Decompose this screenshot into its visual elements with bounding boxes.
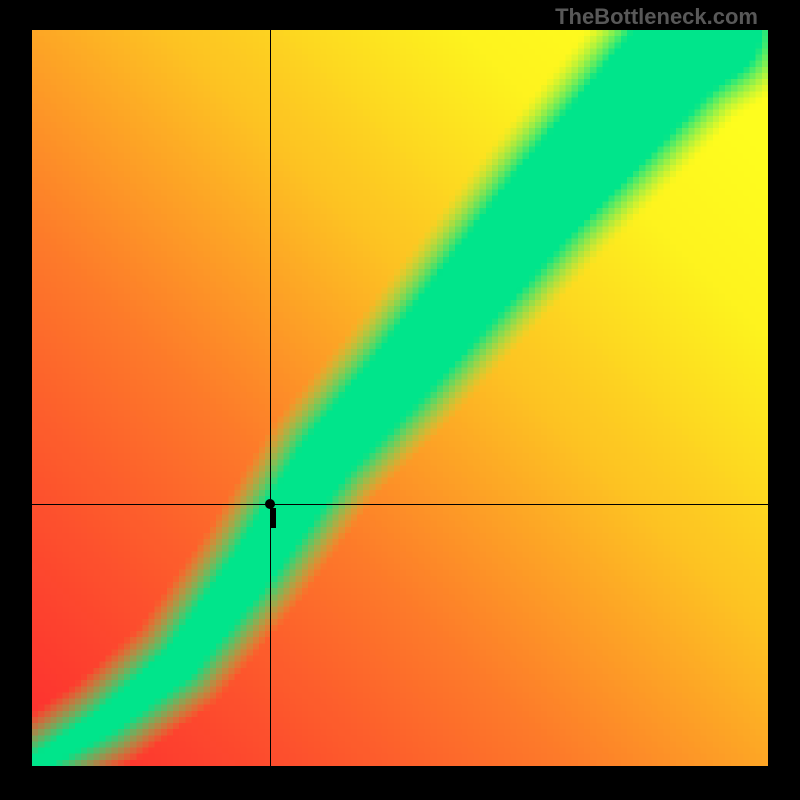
crosshair-vertical [270, 30, 271, 766]
crosshair-tick [270, 508, 276, 528]
watermark: TheBottleneck.com [555, 4, 758, 30]
heatmap-canvas [32, 30, 768, 766]
heatmap-plot [32, 30, 768, 766]
crosshair-horizontal [32, 504, 768, 505]
